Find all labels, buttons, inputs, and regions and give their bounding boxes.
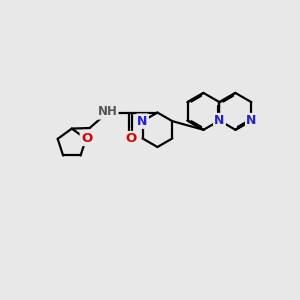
Text: N: N [214, 114, 225, 127]
Text: O: O [81, 132, 92, 145]
Text: O: O [125, 132, 136, 145]
Text: N: N [246, 114, 256, 127]
Text: N: N [137, 115, 148, 128]
Text: NH: NH [98, 106, 117, 118]
